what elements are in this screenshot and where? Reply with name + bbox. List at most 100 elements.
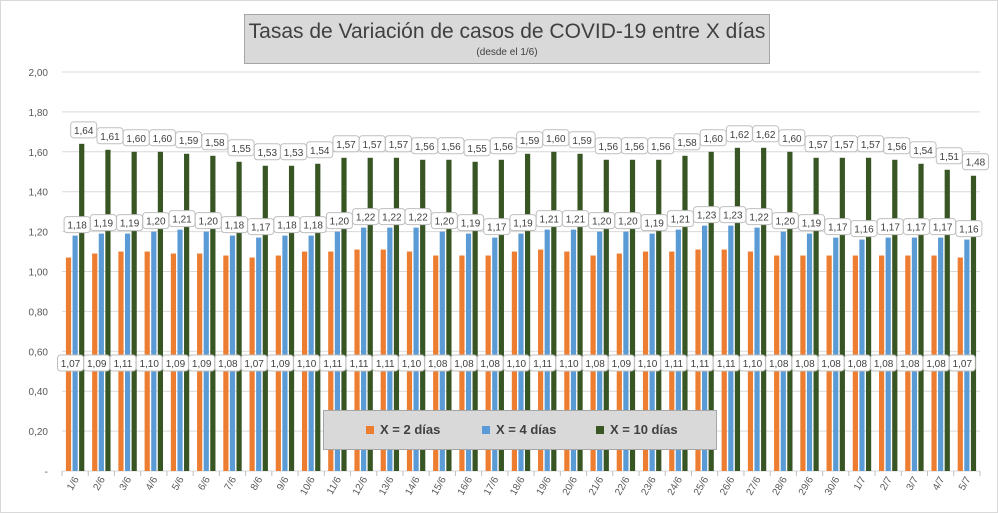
data-label-x4: 1,20	[146, 217, 166, 228]
data-label-x10: 1,55	[231, 144, 251, 155]
bar-x10	[472, 161, 478, 471]
data-label-x10: 1,48	[966, 158, 986, 169]
data-label-x10: 1,57	[389, 140, 409, 151]
data-label-x2: 1,10	[507, 359, 527, 370]
x-tick-label: 29/6	[797, 475, 816, 498]
bar-x4	[597, 231, 603, 471]
data-label-x2: 1,09	[271, 359, 291, 370]
data-label-x2: 1,08	[848, 359, 868, 370]
data-label-x4: 1,16	[854, 225, 874, 236]
bar-x10	[787, 151, 793, 472]
y-tick-label: 1,80	[29, 108, 49, 119]
data-label-x4: 1,23	[697, 211, 717, 222]
bar-x4	[177, 229, 183, 471]
data-label-x2: 1,10	[638, 359, 658, 370]
data-label-x2: 1,08	[926, 359, 946, 370]
data-label-x2: 1,11	[376, 359, 395, 370]
bar-x4	[570, 229, 577, 471]
data-label-x10: 1,56	[887, 142, 907, 153]
data-label-x4: 1,21	[671, 215, 691, 226]
legend-item-series-0: X = 2 días	[366, 422, 440, 437]
data-label-x10: 1,62	[756, 130, 776, 141]
data-label-x4: 1,18	[303, 221, 323, 232]
bar-x4	[518, 233, 524, 471]
bar-x10	[525, 153, 531, 472]
data-label-x10: 1,55	[467, 144, 487, 155]
bar-x4	[702, 225, 708, 471]
y-tick-label: 1,40	[29, 188, 49, 199]
x-tick-label: 12/6	[351, 475, 370, 498]
data-label-x4: 1,23	[723, 211, 743, 222]
bar-x4	[72, 235, 78, 471]
data-label-x10-bubble	[961, 153, 989, 171]
y-tick-label: 1,00	[29, 268, 49, 279]
data-label-x2: 1,09	[87, 359, 107, 370]
data-label-x10: 1,56	[651, 142, 671, 153]
data-label-x2: 1,11	[717, 359, 736, 370]
data-label-x10: 1,60	[126, 134, 146, 145]
data-label-x4: 1,17	[828, 223, 848, 234]
data-label-x10: 1,56	[441, 142, 461, 153]
legend-label: X = 10 días	[610, 422, 678, 437]
bar-x10	[944, 169, 950, 471]
bar-x4	[780, 231, 786, 471]
bar-x10	[341, 157, 347, 471]
bar-x10	[629, 159, 636, 471]
bar-x10	[79, 143, 85, 471]
bar-x4	[938, 237, 944, 471]
data-label-x2: 1,09	[192, 359, 212, 370]
data-label-x2: 1,10	[743, 359, 763, 370]
data-label-x2: 1,08	[795, 359, 815, 370]
data-label-x2: 1,09	[612, 359, 632, 370]
data-label-x2: 1,07	[244, 359, 264, 370]
data-label-x10: 1,62	[730, 130, 750, 141]
bar-x4	[256, 237, 262, 471]
x-tick-label: 19/6	[535, 475, 554, 498]
data-label-x10: 1,60	[546, 134, 566, 145]
bar-x10	[656, 159, 662, 471]
bar-x10	[131, 151, 137, 472]
x-tick-label: 11/6	[325, 475, 344, 497]
data-label-x10: 1,59	[179, 136, 199, 147]
data-label-x4: 1,18	[277, 221, 297, 232]
data-label-x10: 1,57	[861, 140, 881, 151]
y-tick-label: 0,20	[29, 427, 49, 438]
bar-x10	[315, 163, 321, 471]
data-label-x2: 1,11	[691, 359, 710, 370]
legend-swatch-blue	[482, 425, 490, 434]
bar-x4	[675, 229, 681, 471]
data-label-x4: 1,22	[382, 213, 402, 224]
legend-item-series-2: X = 10 días	[596, 422, 678, 437]
legend-label: X = 2 días	[380, 422, 441, 437]
data-label-x10: 1,53	[258, 148, 278, 159]
data-label-x4: 1,19	[461, 219, 481, 230]
bar-x4	[885, 237, 891, 471]
x-tick-label: 10/6	[299, 475, 318, 498]
x-tick-label: 9/6	[275, 475, 292, 493]
data-label-x10: 1,54	[310, 146, 330, 157]
data-label-x10: 1,60	[782, 134, 802, 145]
x-tick-label: 21/6	[587, 475, 606, 498]
data-label-x2: 1,07	[61, 359, 81, 370]
data-label-x10: 1,58	[205, 138, 225, 149]
bar-x4	[649, 233, 655, 471]
y-tick-label: 0,60	[29, 347, 49, 358]
x-tick-label: 1/7	[852, 475, 869, 493]
data-label-x10: 1,54	[913, 146, 933, 157]
data-label-x4: 1,19	[644, 219, 664, 230]
x-tick-label: 5/7	[957, 475, 974, 493]
data-label-x4: 1,18	[225, 221, 245, 232]
x-tick-label: 4/7	[931, 475, 948, 493]
bar-x10	[577, 153, 583, 472]
data-label-x10: 1,53	[284, 148, 304, 159]
x-tick-label: 7/6	[223, 475, 240, 493]
bar-x10	[393, 157, 400, 471]
data-label-x2-bubble	[948, 354, 976, 372]
bar-x10	[367, 157, 373, 471]
bar-x10	[288, 165, 295, 471]
data-label-x4: 1,17	[907, 223, 927, 234]
bar-x4	[806, 233, 813, 471]
bar-x10	[865, 157, 872, 471]
x-tick-label: 28/6	[771, 475, 790, 498]
bar-x10	[210, 155, 216, 472]
